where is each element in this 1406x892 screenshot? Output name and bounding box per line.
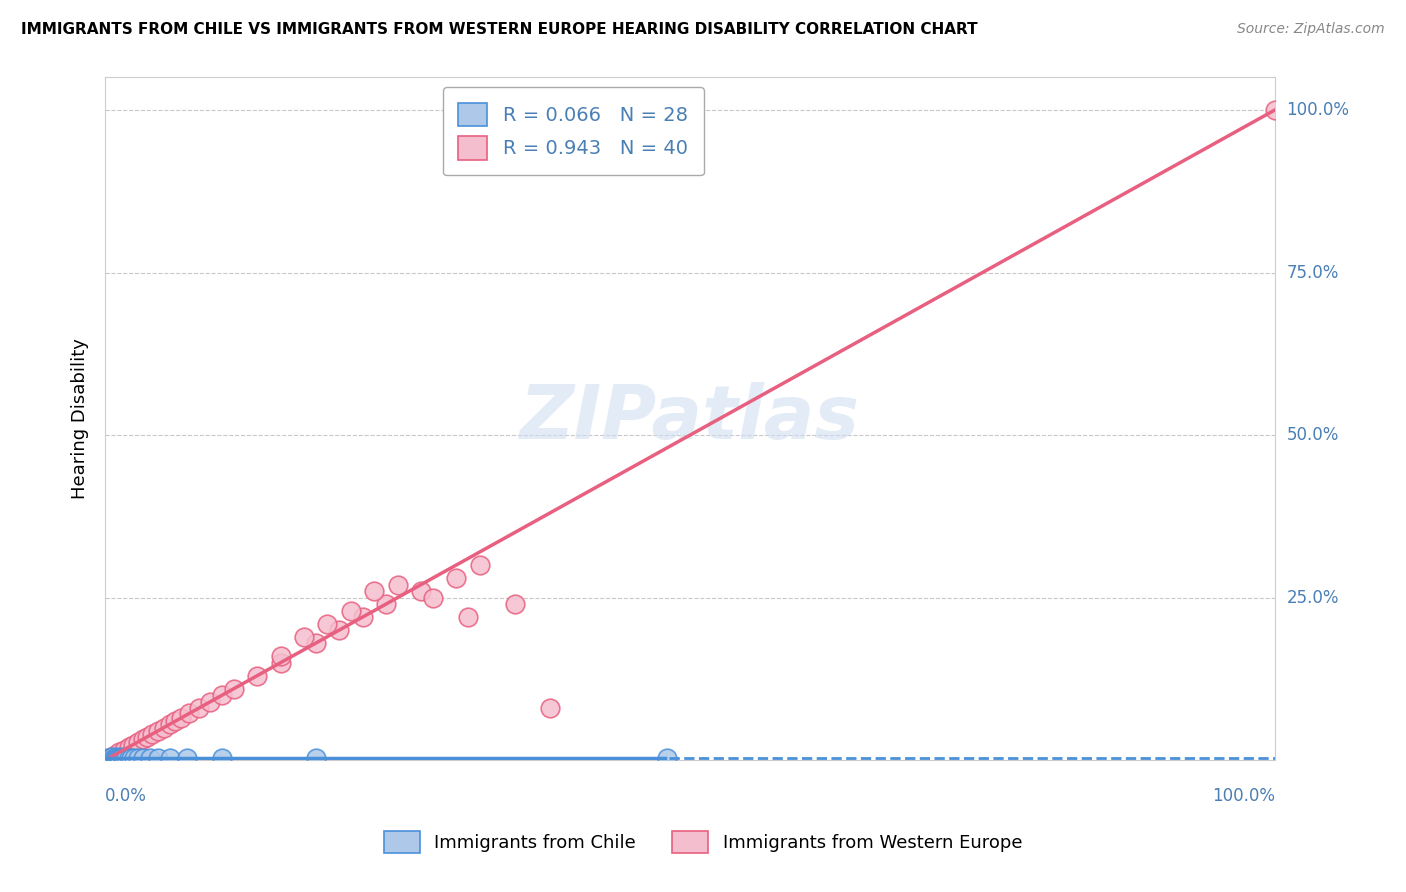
Point	[117, 750, 139, 764]
Point	[340, 604, 363, 618]
Point	[170, 711, 193, 725]
Point	[305, 750, 328, 764]
Point	[146, 751, 169, 765]
Point	[112, 743, 135, 757]
Point	[328, 623, 350, 637]
Point	[409, 584, 432, 599]
Point	[111, 751, 134, 765]
Point	[127, 750, 149, 764]
Point	[141, 727, 163, 741]
Text: 50.0%: 50.0%	[1286, 426, 1339, 444]
Point	[103, 750, 125, 764]
Point	[159, 750, 181, 764]
Point	[131, 732, 153, 747]
Point	[136, 730, 159, 744]
Text: 100.0%: 100.0%	[1212, 788, 1275, 805]
Point	[152, 721, 174, 735]
Point	[211, 688, 233, 702]
Point	[374, 597, 396, 611]
Point	[352, 610, 374, 624]
Text: 100.0%: 100.0%	[1286, 101, 1350, 119]
Point	[305, 636, 328, 650]
Text: ZIPatlas: ZIPatlas	[520, 383, 860, 455]
Point	[120, 751, 142, 765]
Point	[1264, 103, 1286, 117]
Point	[100, 751, 122, 765]
Point	[112, 750, 135, 764]
Point	[100, 750, 122, 764]
Point	[103, 747, 125, 762]
Point	[131, 751, 153, 765]
Point	[146, 723, 169, 738]
Point	[115, 751, 138, 765]
Point	[165, 714, 187, 728]
Point	[211, 751, 233, 765]
Point	[98, 750, 121, 764]
Point	[105, 750, 128, 764]
Point	[468, 558, 491, 573]
Point	[138, 750, 160, 764]
Point	[176, 751, 198, 765]
Point	[538, 701, 561, 715]
Point	[270, 649, 292, 664]
Point	[246, 668, 269, 682]
Point	[110, 752, 132, 766]
Text: 75.0%: 75.0%	[1286, 263, 1339, 282]
Point	[97, 752, 120, 766]
Point	[444, 571, 467, 585]
Point	[108, 750, 131, 764]
Point	[292, 630, 315, 644]
Point	[187, 701, 209, 715]
Point	[655, 750, 678, 764]
Point	[127, 735, 149, 749]
Text: Source: ZipAtlas.com: Source: ZipAtlas.com	[1237, 22, 1385, 37]
Point	[200, 695, 222, 709]
Point	[96, 751, 118, 765]
Text: 0.0%: 0.0%	[105, 788, 148, 805]
Point	[179, 706, 201, 721]
Point	[107, 751, 129, 765]
Point	[117, 740, 139, 755]
Point	[387, 577, 409, 591]
Point	[104, 751, 127, 765]
Point	[503, 597, 526, 611]
Point	[101, 750, 124, 764]
Point	[422, 591, 444, 605]
Point	[270, 656, 292, 670]
Y-axis label: Hearing Disability: Hearing Disability	[72, 338, 89, 500]
Point	[222, 681, 245, 696]
Point	[103, 752, 125, 766]
Point	[122, 738, 145, 752]
Point	[457, 610, 479, 624]
Point	[124, 751, 146, 765]
Legend: R = 0.066   N = 28, R = 0.943   N = 40: R = 0.066 N = 28, R = 0.943 N = 40	[443, 87, 703, 176]
Text: IMMIGRANTS FROM CHILE VS IMMIGRANTS FROM WESTERN EUROPE HEARING DISABILITY CORRE: IMMIGRANTS FROM CHILE VS IMMIGRANTS FROM…	[21, 22, 977, 37]
Point	[110, 750, 132, 764]
Legend: Immigrants from Chile, Immigrants from Western Europe: Immigrants from Chile, Immigrants from W…	[377, 824, 1029, 861]
Point	[363, 584, 385, 599]
Point	[159, 717, 181, 731]
Point	[108, 745, 131, 759]
Text: 25.0%: 25.0%	[1286, 589, 1339, 607]
Point	[316, 616, 339, 631]
